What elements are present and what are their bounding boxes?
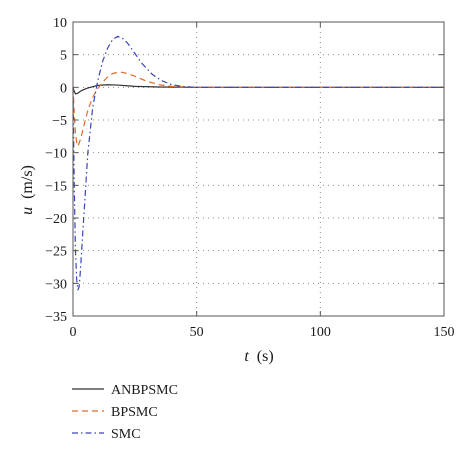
x-tick-label: 0 [70,325,77,340]
y-tick-label: −20 [45,212,67,227]
x-axis-symbol: t [244,348,249,365]
x-axis-unit: (s) [257,348,274,365]
y-tick-label: 5 [60,49,67,64]
series-line-anbpsmc [72,84,444,95]
y-tick-label: 10 [53,16,67,31]
legend: ANBPSMC BPSMC SMC [72,383,178,442]
tick-marks [72,21,445,317]
grid-lines [73,22,444,316]
y-tick-label: 0 [60,81,67,96]
y-tick-label: −35 [45,310,67,325]
y-axis-symbol: u [19,207,36,215]
plot-frame [72,21,445,317]
x-tick-label: 100 [310,325,331,340]
y-axis-label: u (m/s) [19,165,36,215]
y-tick-label: −25 [45,245,67,260]
y-tick-label: −30 [45,277,67,292]
series-lines [72,35,444,291]
legend-label-anbpsmc: ANBPSMC [111,383,178,398]
y-tick-label: −5 [52,114,67,129]
x-tick-label: 50 [190,325,204,340]
series-line-smc [72,35,444,291]
y-tick-label: −10 [45,147,67,162]
x-tick-label: 150 [434,325,455,340]
series-line-bpsmc [72,71,444,147]
y-tick-label: −15 [45,179,67,194]
legend-label-bpsmc: BPSMC [111,405,158,420]
y-axis-unit: (m/s) [19,165,36,199]
legend-label-smc: SMC [111,427,141,442]
x-axis-label: t (s) [244,348,273,365]
